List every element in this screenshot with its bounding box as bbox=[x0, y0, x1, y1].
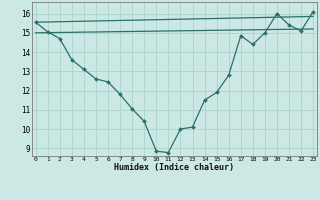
X-axis label: Humidex (Indice chaleur): Humidex (Indice chaleur) bbox=[115, 163, 234, 172]
